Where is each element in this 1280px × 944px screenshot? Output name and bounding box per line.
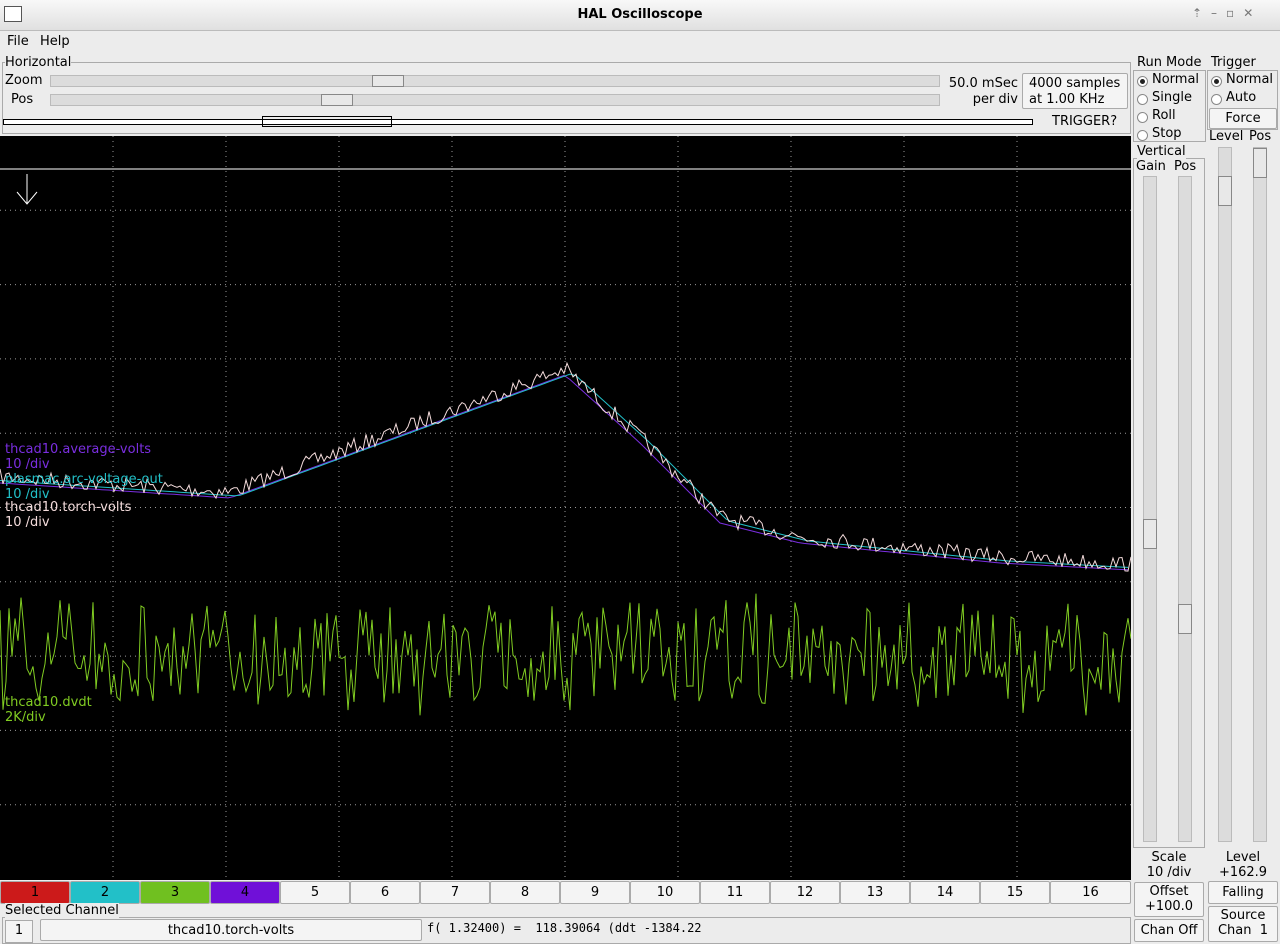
horizontal-frame: [2, 62, 1131, 134]
window-title: HAL Oscilloscope: [577, 7, 703, 22]
radio-label[interactable]: Auto: [1226, 90, 1257, 105]
gain-slider[interactable]: [1143, 176, 1157, 842]
title-bar: [0, 0, 1280, 31]
trace: [0, 361, 1131, 572]
vertical-pos-label: Pos: [1174, 159, 1197, 174]
samples-button[interactable]: [1022, 73, 1128, 109]
selected-title: Selected Channel: [5, 903, 119, 918]
menu-file[interactable]: File: [7, 34, 29, 49]
channel-button[interactable]: 3: [140, 881, 210, 904]
trace: [0, 373, 1129, 568]
trigger-status: TRIGGER?: [1052, 114, 1118, 129]
level-value: +162.9: [1218, 865, 1268, 880]
channel-button[interactable]: 14: [910, 881, 980, 904]
channel-button[interactable]: 16: [1050, 881, 1131, 904]
source-button[interactable]: [1208, 906, 1278, 942]
radio-label[interactable]: Normal: [1152, 72, 1200, 87]
level-title: Level: [1225, 850, 1261, 865]
trace-name: thcad10.dvdt: [5, 695, 92, 710]
trace-name: plasmac.arc-voltage-out: [5, 472, 163, 487]
channel-button[interactable]: 5: [280, 881, 350, 904]
trigger-frame: [1207, 70, 1278, 130]
radio[interactable]: [1137, 130, 1148, 141]
horizontal-title: Horizontal: [5, 55, 72, 70]
samples: 4000 samples: [1029, 76, 1121, 91]
channel-button[interactable]: 4: [210, 881, 280, 904]
trace-scale: 10 /div: [5, 487, 50, 502]
trace: [0, 374, 1129, 571]
scale-title: Scale: [1151, 850, 1187, 865]
trace-scale: 10 /div: [5, 457, 50, 472]
trigger-pos-label: Pos: [1249, 129, 1272, 144]
pos-slider[interactable]: [50, 94, 940, 106]
zoom-slider[interactable]: [50, 75, 940, 87]
channel-button[interactable]: 13: [840, 881, 910, 904]
scale-value: 10 /div: [1146, 865, 1192, 880]
channel-button[interactable]: 8: [490, 881, 560, 904]
trigger-arrow: [16, 174, 38, 205]
rate-unit: per div: [972, 92, 1018, 107]
window-icon[interactable]: [4, 6, 22, 22]
radio[interactable]: [1211, 94, 1222, 105]
run-mode-frame: [1133, 70, 1206, 142]
vertical-title: Vertical: [1137, 144, 1186, 159]
chan-off-button[interactable]: Chan Off: [1134, 919, 1204, 942]
trace-scale: 2K/div: [5, 710, 46, 725]
edge-button[interactable]: Falling: [1208, 881, 1278, 904]
offset-value: +100.0: [1144, 899, 1194, 914]
radio-label[interactable]: Roll: [1152, 108, 1176, 123]
radio-label[interactable]: Normal: [1226, 72, 1274, 87]
zoom-label: Zoom: [5, 73, 43, 88]
channel-button[interactable]: 11: [700, 881, 770, 904]
source-title: Source: [1220, 908, 1266, 923]
offset-button[interactable]: [1134, 882, 1204, 917]
radio[interactable]: [1211, 76, 1222, 87]
selected-name[interactable]: thcad10.torch-volts: [40, 919, 422, 941]
radio-label[interactable]: Single: [1152, 90, 1192, 105]
level-slider[interactable]: [1218, 147, 1232, 842]
pos-label: Pos: [11, 92, 34, 107]
trace-scale: 10 /div: [5, 515, 50, 530]
trigger-title: Trigger: [1211, 55, 1256, 70]
channel-button[interactable]: 1: [0, 881, 70, 904]
channel-button[interactable]: 7: [420, 881, 490, 904]
menu-help[interactable]: Help: [40, 34, 70, 49]
trigger-pos-slider[interactable]: [1253, 147, 1267, 842]
force-button[interactable]: Force: [1209, 108, 1277, 129]
channel-button[interactable]: 10: [630, 881, 700, 904]
source-value: Chan 1: [1217, 923, 1269, 938]
trace-name: thcad10.average-volts: [5, 442, 151, 457]
radio[interactable]: [1137, 94, 1148, 105]
offset-title: Offset: [1149, 884, 1189, 899]
radio-label[interactable]: Stop: [1152, 126, 1182, 141]
channel-button[interactable]: 12: [770, 881, 840, 904]
vertical-pos-slider[interactable]: [1178, 176, 1192, 842]
run-mode-title: Run Mode: [1137, 55, 1202, 70]
trace: [0, 593, 1131, 716]
readout: f( 1.32400) = 118.39064 (ddt -1384.22: [427, 921, 702, 935]
channel-button[interactable]: 9: [560, 881, 630, 904]
rate: 50.0 mSec: [948, 76, 1018, 91]
level-label: Level: [1209, 129, 1244, 144]
samples-rate: at 1.00 KHz: [1029, 92, 1105, 107]
radio[interactable]: [1137, 76, 1148, 87]
record-bar: [3, 116, 1033, 127]
radio[interactable]: [1137, 112, 1148, 123]
channel-button[interactable]: 15: [980, 881, 1050, 904]
gain-label: Gain: [1136, 159, 1166, 174]
selected-number[interactable]: 1: [5, 920, 33, 943]
channel-button[interactable]: 2: [70, 881, 140, 904]
channel-button[interactable]: 6: [350, 881, 420, 904]
trace-name: thcad10.torch-volts: [5, 500, 132, 515]
window-controls[interactable]: ⇡–▫✕: [1192, 6, 1263, 20]
